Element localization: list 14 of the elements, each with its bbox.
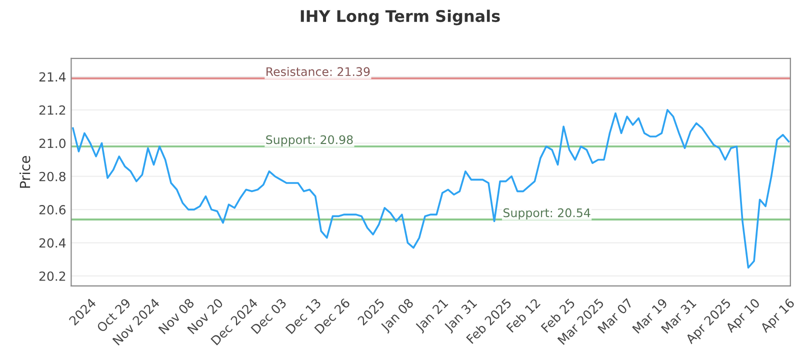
y-tick-label: 21.4 — [39, 72, 66, 82]
ref-line-label: Support: 20.54 — [504, 208, 590, 220]
y-tick-label: 21.0 — [39, 138, 66, 148]
line-series — [72, 109, 790, 269]
x-tick-label: Apr 16 — [760, 298, 797, 335]
y-tick-label: 20.6 — [39, 205, 66, 214]
chart-title: IHY Long Term Signals — [300, 10, 500, 26]
y-tick-label: 21.2 — [39, 105, 66, 115]
y-tick-label: 20.8 — [39, 172, 66, 182]
y-axis-title: Price — [20, 156, 30, 188]
y-tick-label: 20.4 — [39, 238, 66, 248]
ref-line-label: Resistance: 21.39 — [266, 66, 370, 76]
y-tick-label: 20.2 — [39, 271, 66, 281]
ref-line-label: Support: 20.98 — [266, 135, 353, 146]
